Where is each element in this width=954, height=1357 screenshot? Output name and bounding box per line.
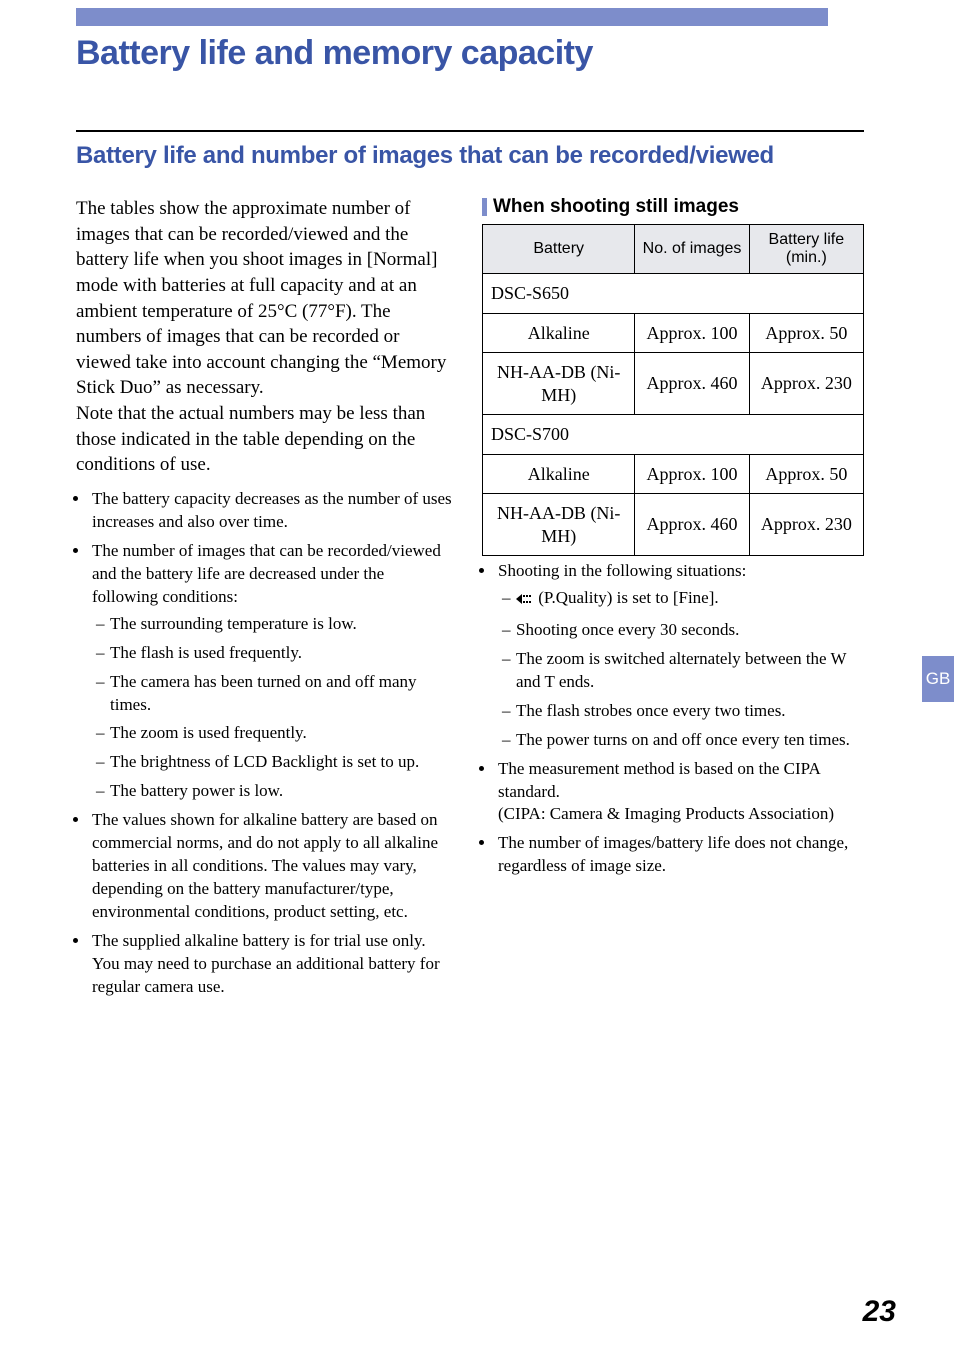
cell-battery: Alkaline — [483, 454, 635, 494]
th-images: No. of images — [635, 225, 749, 274]
pquality-icon — [516, 590, 532, 613]
page: Battery life and memory capacity Battery… — [0, 0, 954, 1357]
cell-life: Approx. 50 — [749, 454, 863, 494]
left-bullet-2-sublist: The surrounding temperature is low. The … — [92, 613, 452, 804]
right-bullet-3: The number of images/battery life does n… — [496, 832, 864, 878]
cell-images: Approx. 460 — [635, 353, 749, 415]
cell-images: Approx. 100 — [635, 313, 749, 353]
left-bullet-4: The supplied alkaline battery is for tri… — [90, 930, 452, 999]
left-sub-1: The surrounding temperature is low. — [110, 613, 452, 636]
th-life: Battery life (min.) — [749, 225, 863, 274]
right-sub-1-text: (P.Quality) is set to [Fine]. — [538, 588, 718, 607]
subheading-accent-bar — [482, 198, 487, 216]
table-row: NH-AA-DB (Ni-MH) Approx. 460 Approx. 230 — [483, 494, 864, 556]
left-bullet-1: The battery capacity decreases as the nu… — [90, 488, 452, 534]
right-sub-2: Shooting once every 30 seconds. — [516, 619, 864, 642]
left-sub-4: The zoom is used frequently. — [110, 722, 452, 745]
left-sub-3: The camera has been turned on and off ma… — [110, 671, 452, 717]
header-accent-bar — [76, 8, 828, 26]
model-cell: DSC-S700 — [483, 415, 864, 455]
right-sub-4: The flash strobes once every two times. — [516, 700, 864, 723]
left-sub-6: The battery power is low. — [110, 780, 452, 803]
right-bullet-list: Shooting in the following situations: — [482, 560, 864, 878]
right-bullet-1: Shooting in the following situations: — [496, 560, 864, 752]
table-row: NH-AA-DB (Ni-MH) Approx. 460 Approx. 230 — [483, 353, 864, 415]
right-bullet-2-text: The measurement method is based on the C… — [498, 759, 820, 801]
subheading: When shooting still images — [493, 196, 739, 218]
cell-battery: NH-AA-DB (Ni-MH) — [483, 494, 635, 556]
cell-images: Approx. 460 — [635, 494, 749, 556]
th-battery: Battery — [483, 225, 635, 274]
table-row: Alkaline Approx. 100 Approx. 50 — [483, 313, 864, 353]
right-bullet-2-note: (CIPA: Camera & Imaging Products Associa… — [498, 804, 834, 823]
cell-life: Approx. 230 — [749, 494, 863, 556]
subheading-wrap: When shooting still images — [482, 196, 864, 218]
right-bullet-1-sublist: (P.Quality) is set to [Fine]. Shooting o… — [498, 587, 864, 752]
cell-battery: Alkaline — [483, 313, 635, 353]
right-column: When shooting still images Battery No. o… — [482, 196, 864, 884]
side-tab: GB — [922, 656, 954, 702]
page-number: 23 — [863, 1295, 896, 1329]
left-bullet-2: The number of images that can be recorde… — [90, 540, 452, 803]
intro-paragraph-2: Note that the actual numbers may be less… — [76, 401, 452, 478]
page-title: Battery life and memory capacity — [76, 34, 593, 73]
left-column: The tables show the approximate number o… — [76, 196, 452, 1005]
left-bullet-2-text: The number of images that can be recorde… — [92, 541, 441, 606]
cell-images: Approx. 100 — [635, 454, 749, 494]
model-cell: DSC-S650 — [483, 274, 864, 314]
left-sub-2: The flash is used frequently. — [110, 642, 452, 665]
table-section-row: DSC-S650 — [483, 274, 864, 314]
cell-battery: NH-AA-DB (Ni-MH) — [483, 353, 635, 415]
section-title: Battery life and number of images that c… — [76, 142, 774, 170]
left-bullet-list: The battery capacity decreases as the nu… — [76, 488, 452, 999]
right-sub-3: The zoom is switched alternately between… — [516, 648, 864, 694]
cell-life: Approx. 230 — [749, 353, 863, 415]
left-bullet-3: The values shown for alkaline battery ar… — [90, 809, 452, 924]
table-section-row: DSC-S700 — [483, 415, 864, 455]
table-row: Alkaline Approx. 100 Approx. 50 — [483, 454, 864, 494]
left-sub-5: The brightness of LCD Backlight is set t… — [110, 751, 452, 774]
section-rule — [76, 130, 864, 132]
table-header-row: Battery No. of images Battery life (min.… — [483, 225, 864, 274]
right-sub-1: (P.Quality) is set to [Fine]. — [516, 587, 864, 613]
right-sub-5: The power turns on and off once every te… — [516, 729, 864, 752]
cell-life: Approx. 50 — [749, 313, 863, 353]
intro-paragraph-1: The tables show the approximate number o… — [76, 196, 452, 401]
right-bullet-2: The measurement method is based on the C… — [496, 758, 864, 827]
right-bullet-1-text: Shooting in the following situations: — [498, 561, 746, 580]
battery-table: Battery No. of images Battery life (min.… — [482, 224, 864, 556]
